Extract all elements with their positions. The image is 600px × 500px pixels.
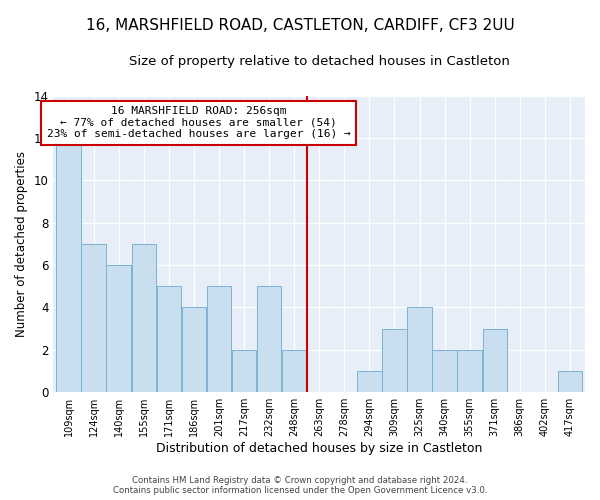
Y-axis label: Number of detached properties: Number of detached properties xyxy=(15,151,28,337)
Bar xyxy=(56,138,80,392)
Bar xyxy=(232,350,256,392)
Bar xyxy=(207,286,231,392)
Bar xyxy=(106,265,131,392)
Bar xyxy=(182,308,206,392)
Bar xyxy=(482,328,507,392)
Bar xyxy=(157,286,181,392)
Bar xyxy=(357,371,382,392)
Text: 16, MARSHFIELD ROAD, CASTLETON, CARDIFF, CF3 2UU: 16, MARSHFIELD ROAD, CASTLETON, CARDIFF,… xyxy=(86,18,514,32)
Bar xyxy=(82,244,106,392)
Bar xyxy=(131,244,156,392)
Bar xyxy=(382,328,407,392)
Text: Contains HM Land Registry data © Crown copyright and database right 2024.
Contai: Contains HM Land Registry data © Crown c… xyxy=(113,476,487,495)
X-axis label: Distribution of detached houses by size in Castleton: Distribution of detached houses by size … xyxy=(156,442,482,455)
Text: 16 MARSHFIELD ROAD: 256sqm
← 77% of detached houses are smaller (54)
23% of semi: 16 MARSHFIELD ROAD: 256sqm ← 77% of deta… xyxy=(47,106,351,140)
Bar xyxy=(558,371,582,392)
Bar xyxy=(282,350,306,392)
Bar xyxy=(407,308,431,392)
Bar xyxy=(457,350,482,392)
Bar xyxy=(433,350,457,392)
Title: Size of property relative to detached houses in Castleton: Size of property relative to detached ho… xyxy=(129,55,509,68)
Bar xyxy=(257,286,281,392)
